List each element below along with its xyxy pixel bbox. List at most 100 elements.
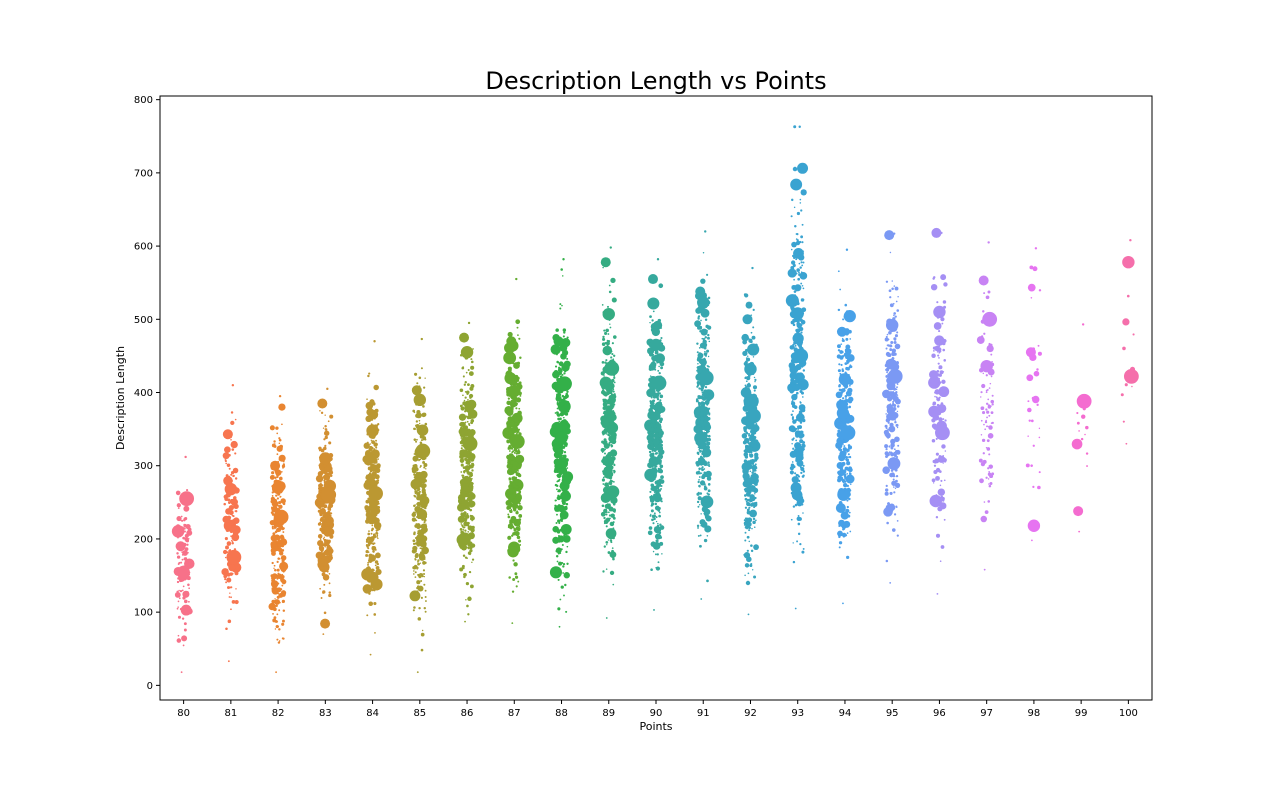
data-point (373, 521, 382, 530)
data-point (792, 560, 796, 564)
data-point (515, 511, 519, 515)
data-point (752, 517, 756, 521)
data-point (509, 509, 513, 514)
data-point (790, 265, 795, 270)
data-point (318, 446, 322, 451)
data-point (611, 381, 614, 384)
data-point (278, 628, 281, 631)
data-point (418, 458, 421, 461)
data-point (797, 344, 800, 347)
data-point (374, 457, 377, 459)
data-point (650, 447, 653, 450)
data-point (322, 590, 326, 594)
data-point (280, 578, 285, 583)
data-point (608, 481, 613, 486)
data-point (601, 304, 604, 306)
data-point (423, 484, 426, 487)
data-point (799, 198, 802, 201)
data-point (705, 449, 708, 452)
data-point (649, 495, 652, 499)
data-point (507, 515, 511, 519)
data-point (753, 389, 756, 392)
data-point (228, 501, 231, 505)
data-point (697, 363, 699, 365)
data-point (321, 549, 324, 552)
data-point-min (747, 613, 750, 616)
data-point (602, 337, 606, 341)
data-point (697, 534, 700, 537)
data-point (792, 542, 794, 544)
data-point (509, 479, 512, 481)
data-point (609, 472, 612, 475)
data-point (603, 519, 609, 524)
data-point (657, 458, 661, 463)
data-point (790, 518, 793, 521)
data-point (800, 189, 807, 196)
data-point (609, 479, 612, 482)
data-point (462, 566, 465, 570)
data-point (606, 511, 608, 514)
data-point (746, 375, 751, 381)
data-point (422, 537, 427, 543)
data-point (658, 372, 661, 375)
data-point (837, 344, 841, 349)
data-point (885, 413, 887, 415)
data-point (565, 392, 569, 396)
data-point (318, 449, 321, 452)
data-point (231, 541, 234, 545)
data-point (324, 428, 328, 431)
data-point (459, 545, 464, 549)
data-point (224, 446, 231, 454)
data-point (511, 380, 518, 386)
data-point (885, 559, 889, 563)
data-point (701, 360, 704, 363)
data-point (413, 606, 416, 609)
data-point (183, 557, 187, 561)
data-point (459, 567, 464, 572)
data-point (839, 533, 843, 537)
data-point (183, 505, 190, 512)
data-point (371, 524, 374, 527)
data-point (413, 427, 416, 431)
data-point (281, 423, 283, 426)
data-point (462, 436, 465, 438)
data-point (792, 378, 794, 381)
data-point (231, 540, 234, 543)
data-point (697, 480, 700, 484)
data-point (558, 366, 561, 369)
data-point (846, 448, 850, 452)
data-point (330, 554, 333, 557)
data-point (282, 637, 285, 640)
data-point (751, 335, 756, 340)
data-point (607, 333, 610, 335)
data-point (608, 477, 610, 479)
data-point (325, 523, 328, 527)
data-point (278, 609, 281, 612)
data-point (182, 585, 185, 588)
data-point (275, 604, 278, 607)
data-point (844, 303, 848, 307)
data-point (837, 369, 841, 373)
data-point (754, 432, 757, 435)
data-point (373, 506, 376, 510)
data-point (462, 544, 465, 547)
data-point (282, 609, 286, 612)
data-point (840, 393, 843, 396)
data-point (423, 575, 426, 578)
data-point (885, 427, 888, 430)
data-point (509, 480, 512, 484)
data-point (651, 299, 658, 306)
data-point (604, 361, 607, 364)
data-point (800, 282, 803, 285)
data-point (514, 531, 519, 536)
data-point (273, 567, 275, 569)
data-point (224, 577, 227, 581)
data-point (755, 429, 758, 433)
data-point (699, 441, 707, 449)
data-point (276, 497, 279, 500)
data-point (848, 472, 852, 476)
data-point (702, 473, 706, 477)
data-point (557, 349, 560, 353)
data-point (839, 441, 842, 444)
data-point (700, 472, 703, 474)
